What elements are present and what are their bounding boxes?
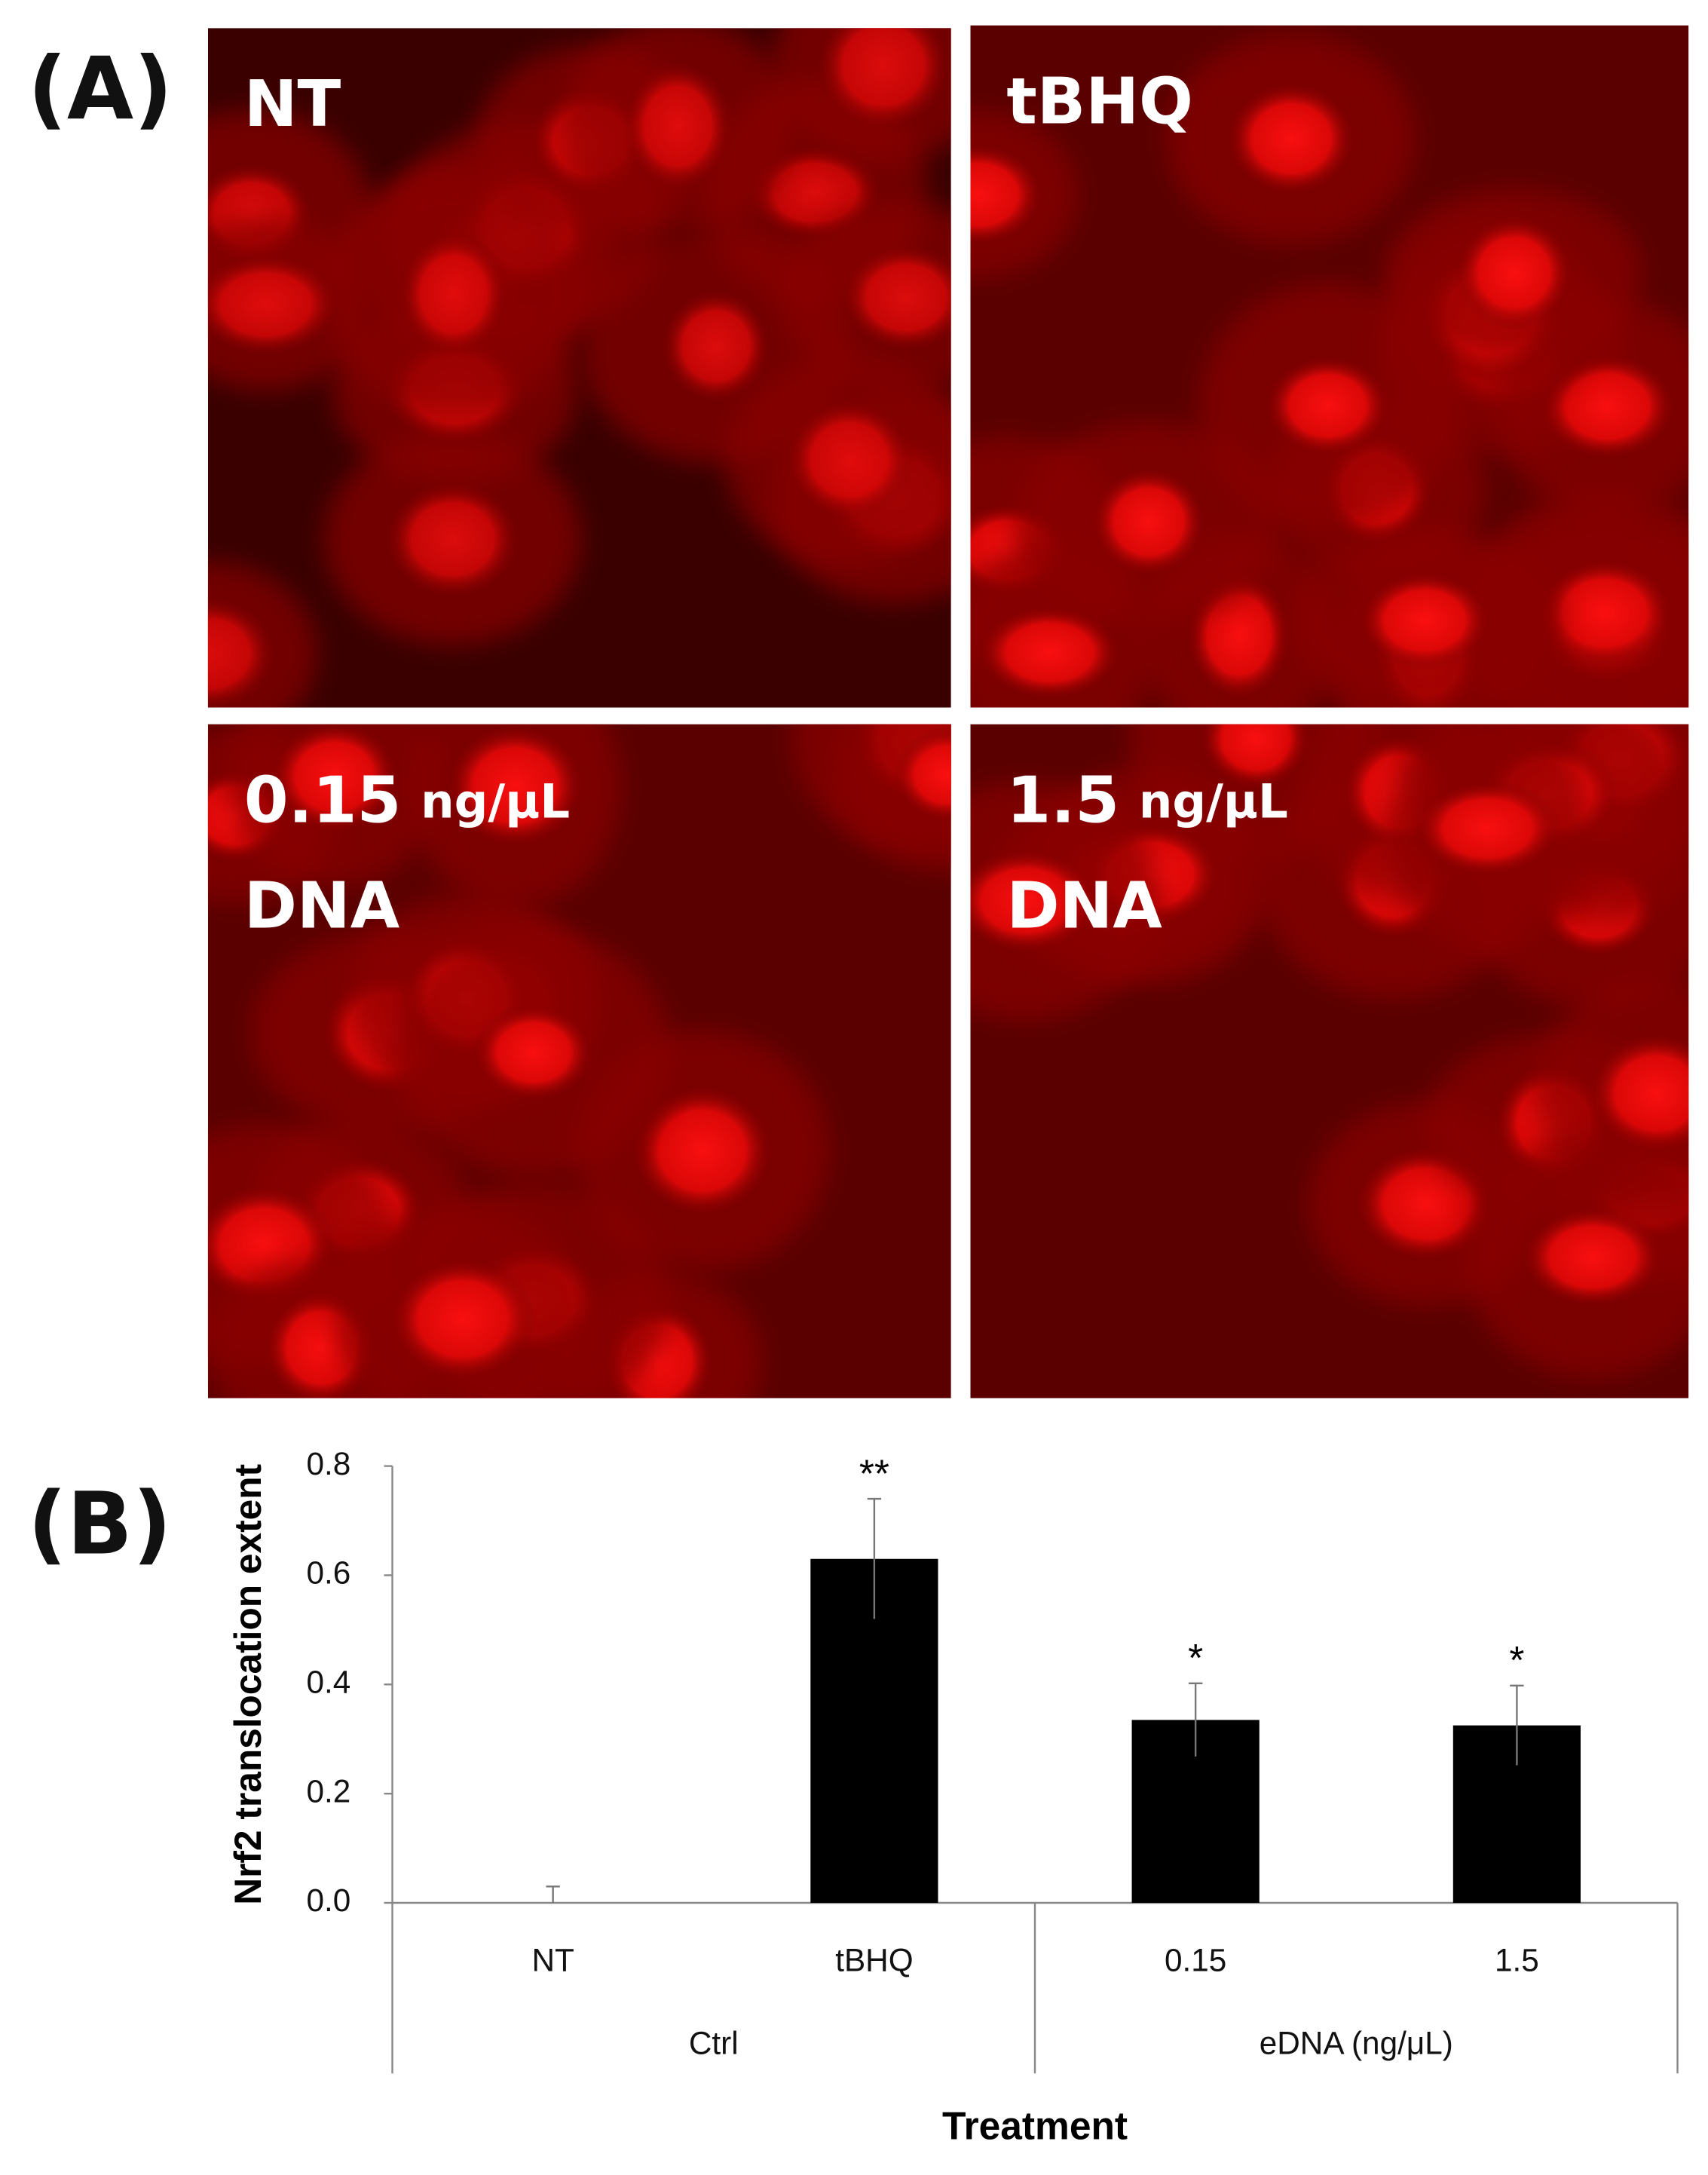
nucleus [977,604,1122,700]
nucleus [1358,570,1492,670]
nucleus [388,1256,537,1382]
micrograph [207,724,951,1398]
panel-unit: ng/μL [421,774,570,829]
nucleus [1199,724,1312,790]
significance-label: * [1509,1638,1524,1682]
nucleus [1538,353,1677,461]
figure-label: (B) [28,1473,172,1573]
panel-title: 0.15 [244,763,402,838]
panel-title: 1.5 [1006,763,1119,838]
nucleus [660,289,772,403]
micrograph [970,25,1689,708]
panel-label: NT [244,66,341,141]
nucleus [893,728,951,823]
x-tick-label: tBHQ [835,1942,913,1977]
nucleus [384,479,521,599]
nucleus [970,848,1100,954]
significance-label: ** [859,1451,889,1495]
y-tick-label: 0.4 [307,1664,351,1699]
chart: 0.0 0.2 0.4 0.6 0.8 NT tBHQ ** 0.15 * 1.5 * Ctrl eDNA… [227,1446,1679,2147]
group-label: Ctrl [689,2026,739,2061]
nucleus [840,244,951,352]
nucleus [269,724,400,834]
x-tick-label: 0.15 [1165,1942,1226,1977]
nucleus [1520,1205,1665,1308]
nucleus [1587,1031,1689,1155]
nucleus [473,1003,595,1101]
panel-label: 0.15 ng/μL [244,763,570,838]
nucleus [207,253,341,357]
x-axis-label: Treatment [942,2103,1128,2147]
panel-label: DNA [1006,868,1162,943]
x-tick-label: 1.5 [1495,1942,1539,1977]
micrographs: NT tBHQ 0.15 ng/μL DNA 1.5 ng/μL DNA [207,25,1689,1398]
nucleus [1226,81,1357,196]
nucleus [207,596,277,708]
x-tick-label: NT [531,1942,574,1977]
nucleus [445,724,586,848]
nucleus [1455,215,1574,331]
y-axis-label: Nrf2 translocation extent [227,1464,269,1905]
nucleus [970,142,1045,247]
panel-title: NT [244,66,341,141]
y-tick-label: 0.0 [307,1882,351,1918]
figure-label: (A) [28,38,173,139]
micrograph [207,28,951,708]
micrograph [970,724,1689,1398]
panel-label: tBHQ [1006,64,1193,139]
nucleus [816,28,951,131]
y-tick-label: 0.8 [307,1446,351,1481]
nucleus [1264,354,1391,457]
nucleus [785,399,914,520]
nucleus [1535,557,1675,669]
nucleus [1091,467,1207,577]
nucleus [630,1084,774,1218]
panel-unit: ng/μL [1139,774,1288,829]
nucleus [1413,780,1562,877]
y-tick-label: 0.6 [307,1555,351,1591]
nucleus [398,231,509,357]
nucleus [622,61,734,191]
group-label: eDNA (ng/μL) [1260,2026,1453,2061]
significance-label: * [1188,1636,1203,1680]
y-tick-label: 0.2 [307,1773,351,1809]
panel-title: tBHQ [1006,64,1193,139]
panel-label: 1.5 ng/μL [1006,763,1288,838]
panel-label: DNA [244,868,400,943]
